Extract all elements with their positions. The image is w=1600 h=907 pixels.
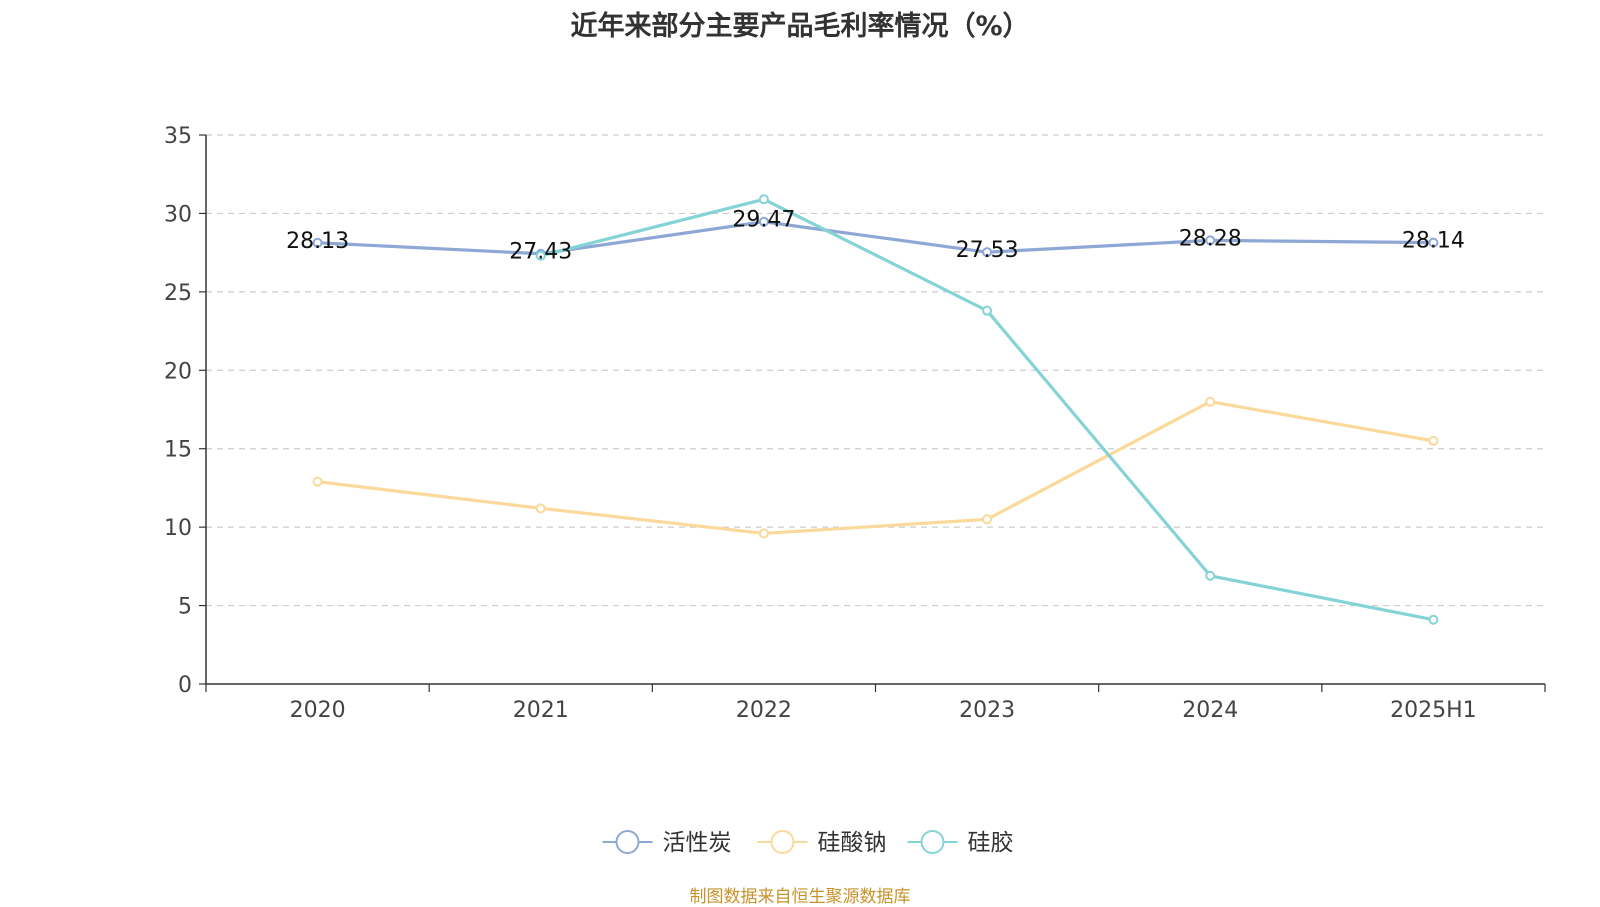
- data-labels: 28.13 27.43 29.47 27.53 28.28 28.14: [286, 208, 1465, 265]
- y-tick-label: 10: [164, 516, 192, 541]
- data-point[interactable]: [1428, 237, 1439, 248]
- series-lines: [312, 194, 1439, 625]
- legend[interactable]: 活性炭 硅酸钠 硅胶: [602, 830, 1014, 856]
- data-point[interactable]: [982, 305, 993, 316]
- data-point[interactable]: [758, 528, 769, 539]
- x-tick-label: 2020: [290, 698, 346, 723]
- line-chart: 0 5 10 15 20 25 30 35 2020 2021 2022 2023 2024 2025H1…: [164, 124, 1546, 856]
- chart-title: 近年来部分主要产品毛利率情况（%）: [570, 11, 1030, 42]
- data-label: 27.43: [509, 240, 572, 265]
- legend-item[interactable]: 硅酸钠: [757, 830, 887, 856]
- y-tick-label: 30: [164, 202, 192, 227]
- y-tick-label: 35: [164, 124, 192, 149]
- y-tick-label: 0: [178, 673, 192, 698]
- y-tick-label: 20: [164, 359, 192, 384]
- series-line: [315, 220, 1436, 256]
- data-point[interactable]: [1205, 396, 1216, 407]
- data-point[interactable]: [982, 514, 993, 525]
- y-tick-label: 5: [178, 595, 192, 620]
- x-tick-label: 2023: [959, 698, 1015, 723]
- data-point[interactable]: [1428, 614, 1439, 625]
- legend-marker-icon: [920, 830, 945, 854]
- data-point[interactable]: [758, 194, 769, 205]
- legend-item[interactable]: 硅胶: [907, 830, 1014, 856]
- series-line: [315, 400, 1436, 536]
- legend-marker-icon: [770, 830, 795, 854]
- legend-marker-icon: [615, 830, 640, 854]
- x-tick-label: 2022: [736, 698, 792, 723]
- data-point[interactable]: [1205, 235, 1216, 246]
- data-point[interactable]: [1428, 435, 1439, 446]
- data-point[interactable]: [758, 216, 769, 227]
- axes: 0 5 10 15 20 25 30 35 2020 2021 2022 2023 2024 2025H1: [164, 124, 1546, 723]
- y-tick-label: 25: [164, 281, 192, 306]
- y-tick-label: 15: [164, 438, 192, 463]
- legend-label: 硅胶: [968, 830, 1014, 856]
- data-point[interactable]: [312, 476, 323, 487]
- data-point[interactable]: [982, 247, 993, 258]
- data-label: 27.53: [956, 238, 1019, 263]
- legend-label: 活性炭: [663, 830, 732, 856]
- x-tick-label: 2021: [513, 698, 569, 723]
- data-point[interactable]: [312, 237, 323, 248]
- data-label: 28.28: [1179, 226, 1242, 251]
- data-point[interactable]: [535, 250, 546, 261]
- x-tick-label: 2025H1: [1390, 698, 1477, 723]
- data-label: 29.47: [732, 208, 795, 233]
- x-tick-label: 2024: [1182, 698, 1238, 723]
- legend-item[interactable]: 活性炭: [602, 830, 732, 856]
- data-label: 28.14: [1402, 229, 1465, 254]
- data-point[interactable]: [535, 503, 546, 514]
- legend-label: 硅酸钠: [818, 830, 887, 856]
- data-point[interactable]: [1205, 570, 1216, 581]
- data-label: 28.13: [286, 229, 349, 254]
- gridlines: [206, 134, 1545, 607]
- source-note: 制图数据来自恒生聚源数据库: [689, 887, 911, 907]
